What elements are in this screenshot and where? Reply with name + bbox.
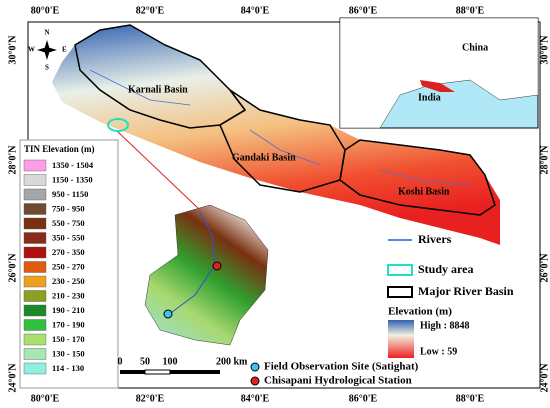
tin-label: 114 - 130 [52,363,84,373]
tin-swatch [23,362,47,375]
land [339,17,539,129]
lon-label: 84°0'E [241,393,270,404]
lat-label: 26°0'N [7,253,18,283]
legend-elev: Elevation (m) [388,306,452,318]
lon-label: 86°0'E [349,393,378,404]
chisapani [212,261,222,271]
tin-swatch [23,333,47,346]
tin-label: 550 - 750 [52,218,85,228]
basin-label: Koshi Basin [398,186,450,197]
tin-swatch [23,261,47,273]
legend-basin: Major River Basin [418,284,514,298]
legend-rivers: Rivers [418,232,452,246]
tin-swatch [23,304,47,317]
tin-legend: TIN Elevation (m) 1350 - 1504 1150 - 1350… [19,139,119,389]
tin-swatch [23,203,47,215]
basin-label: Karnali Basin [128,84,188,95]
legend-study: Study area [418,262,473,276]
inset: China India [339,17,539,129]
tin-label: 210 - 230 [52,290,85,300]
legend-high: High : 8848 [420,320,469,331]
nepal-inset [420,80,455,92]
tin-label: 950 - 1150 [52,189,88,199]
lon-label: 88°0'E [456,393,485,404]
lat-label: 30°0'N [7,35,18,65]
tin-label: 270 - 350 [52,247,85,257]
tin-title: TIN Elevation (m) [24,144,95,154]
label-india: India [418,92,441,103]
legend-chisapani [250,376,260,386]
tin-swatch [23,188,47,201]
axis-labels: 80°0'E 82°0'E 84°0'E 86°0'E 88°0'E 80°0'E 82°0… [7,5,550,404]
lat-label: 28°0'N [539,145,550,175]
tin-swatch [23,217,47,230]
compass-n: N [44,29,49,37]
lat-label: 30°0'N [539,35,550,65]
label-china: China [462,42,488,53]
legend-field: Field Observation Site (Satighat) [264,361,419,373]
tin-swatch [23,290,47,302]
tin-label: 1350 - 1504 [52,160,94,170]
lat-label: 26°0'N [539,253,550,283]
scale-label: 0 [118,356,123,367]
legend-satighat [250,362,260,372]
lat-label: 24°0'N [7,363,18,393]
basin-outlines [74,24,496,216]
legend: Rivers Study area Major River Basin Elev… [387,232,514,358]
scale-bar: 0 50 100 200 km [118,356,248,375]
tin-swatch [23,232,47,244]
tin-swatch [23,246,47,259]
compass-w: W [28,46,35,54]
catchment [144,204,269,346]
lat-label: 24°0'N [539,363,550,393]
nepal [52,25,500,245]
tin-label: 1150 - 1350 [52,174,93,184]
lon-label: 84°0'E [241,5,270,16]
tin-label: 750 - 950 [52,203,85,213]
tin-swatch [23,348,47,360]
tin-label: 170 - 190 [52,319,85,329]
basin-label: Gandaki Basin [232,152,296,163]
tin-swatch [23,275,47,288]
tin-label: 230 - 250 [52,276,85,286]
tin-label: 150 - 170 [52,334,85,344]
lon-label: 86°0'E [349,5,378,16]
tin-label: 250 - 270 [52,261,85,271]
rivers [89,69,471,186]
lon-label: 82°0'E [136,5,165,16]
scale-label: 200 km [216,356,248,367]
tin-swatch [23,159,47,172]
scale-label: 50 [140,356,150,367]
tin-label: 190 - 210 [52,305,85,315]
lon-label: 80°0'E [31,393,60,404]
tin-label: 130 - 150 [52,348,85,358]
tin-swatch [23,319,47,331]
satighat [163,309,173,319]
lat-label: 28°0'N [7,145,18,175]
lon-label: 88°0'E [456,5,485,16]
tin-swatch [23,174,47,186]
lon-label: 80°0'E [31,5,60,16]
compass: N S E W [28,29,67,72]
lon-label: 82°0'E [136,393,165,404]
tin-label: 350 - 550 [52,232,85,242]
legend-hydro: Chisapani Hydrological Station [264,375,412,387]
zoom-line [117,131,201,211]
scale-label: 100 [163,356,178,367]
legend-low: Low : 59 [420,346,457,357]
compass-e: E [62,46,67,54]
study-area [107,118,129,132]
compass-s: S [45,64,49,72]
